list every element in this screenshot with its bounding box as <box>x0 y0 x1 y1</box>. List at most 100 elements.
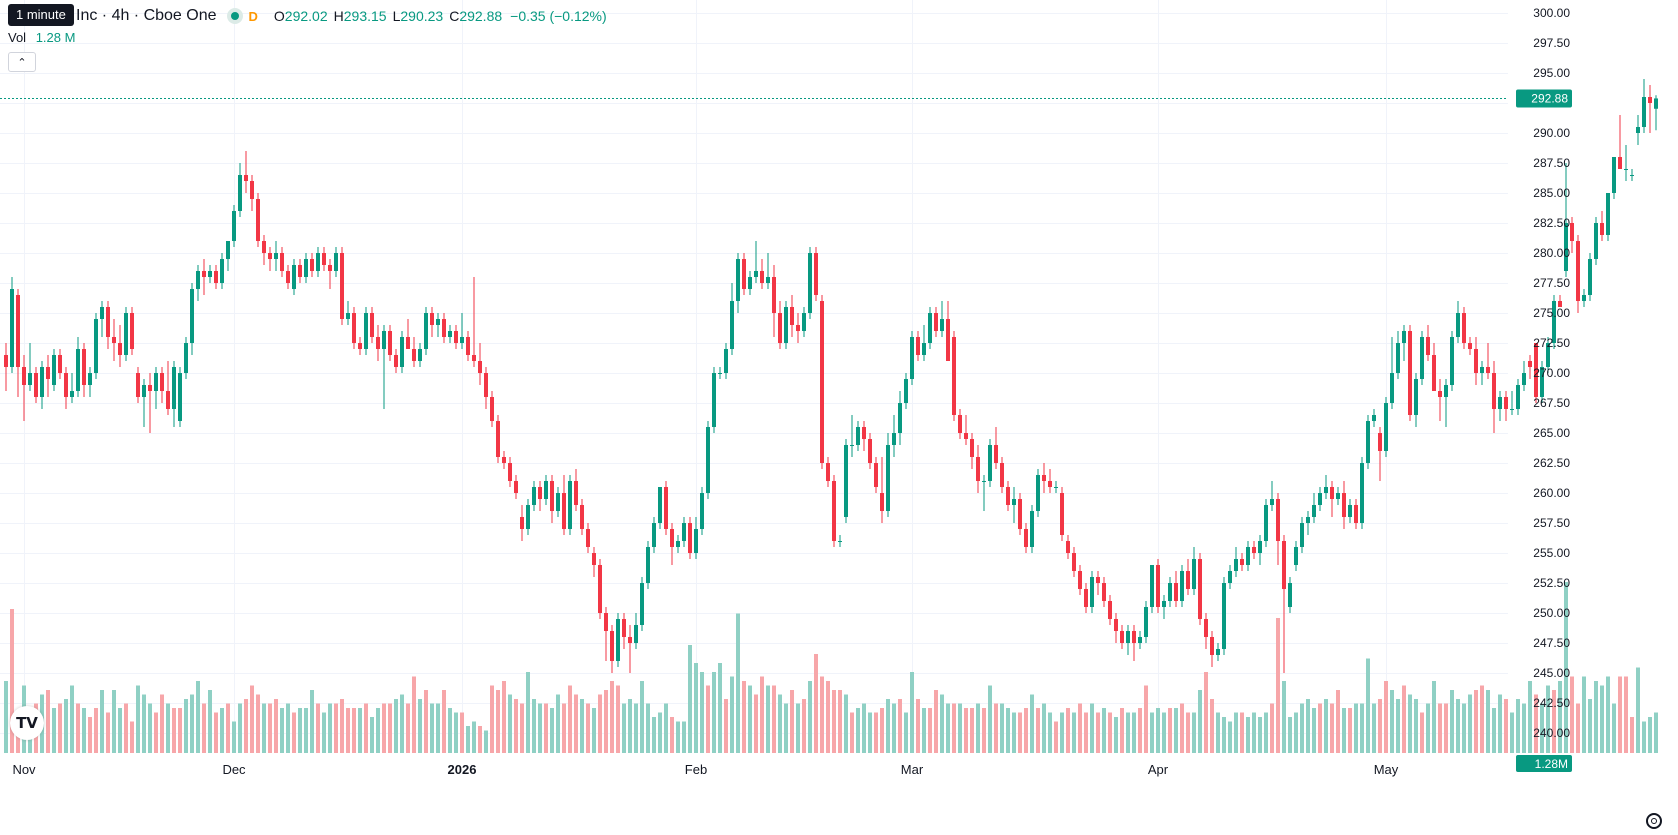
candle-body <box>970 439 974 457</box>
volume-bar <box>1240 712 1244 753</box>
candle-body <box>484 373 488 397</box>
volume-bar <box>226 703 230 753</box>
volume-bar <box>1528 681 1532 753</box>
candle-body <box>922 343 926 355</box>
collapse-legend-button[interactable]: ⌃ <box>8 52 36 72</box>
volume-bar <box>1516 699 1520 753</box>
candle-body <box>1420 337 1424 379</box>
candle-body <box>1342 493 1346 517</box>
time-axis[interactable]: Nov Dec 2026 Feb Mar Apr May <box>12 762 1398 777</box>
price-axis[interactable]: 300.00297.50295.00292.50290.00287.50285.… <box>1533 6 1570 740</box>
volume-bar <box>850 712 854 753</box>
candle-body <box>1600 223 1604 235</box>
open-label: O <box>273 8 285 24</box>
volume-bar <box>1108 712 1112 753</box>
volume-bar <box>160 694 164 753</box>
candle-body <box>634 625 638 643</box>
candle-body <box>1012 499 1016 505</box>
volume-bar <box>1348 708 1352 753</box>
time-tick-label: Nov <box>12 762 36 777</box>
volume-bar <box>1558 681 1562 753</box>
candle-body <box>1438 391 1442 397</box>
candle-body <box>310 259 314 271</box>
candle-body <box>826 463 830 481</box>
candle-body <box>916 337 920 355</box>
open-value: 292.02 <box>284 8 328 24</box>
candle-body <box>1486 367 1490 373</box>
volume-bar <box>436 703 440 753</box>
volume-bar <box>1012 712 1016 753</box>
volume-bar <box>1582 676 1586 753</box>
volume-bar <box>790 690 794 753</box>
volume-bar <box>550 708 554 753</box>
price-tick-label: 290.00 <box>1533 126 1570 140</box>
price-tick-label: 297.50 <box>1533 36 1570 50</box>
candle-body <box>1102 583 1106 601</box>
volume-bar <box>712 672 716 753</box>
candle-body <box>82 349 86 385</box>
volume-bar <box>268 703 272 753</box>
candle-body <box>952 337 956 415</box>
candle-body <box>100 307 104 319</box>
volume-bar <box>328 703 332 753</box>
volume-bar <box>1174 708 1178 753</box>
candle-body <box>1006 487 1010 505</box>
volume-bar <box>1420 712 1424 753</box>
price-tick-label: 285.00 <box>1533 186 1570 200</box>
volume-bar <box>124 703 128 753</box>
candle-body <box>382 331 386 349</box>
volume-bar <box>70 685 74 753</box>
candle-body <box>802 313 806 331</box>
candle-body <box>760 271 764 283</box>
volume-bar <box>448 708 452 753</box>
candle-body <box>490 397 494 421</box>
candle-body <box>1336 493 1340 499</box>
candle-body <box>712 373 716 427</box>
volume-bar <box>994 703 998 753</box>
candle-body <box>340 253 344 319</box>
candle-body <box>1516 385 1520 409</box>
candle-body <box>1540 367 1544 397</box>
candle-body <box>1384 403 1388 451</box>
candle-body <box>1450 337 1454 385</box>
candle-body <box>1444 385 1448 397</box>
tradingview-logo[interactable]: TV <box>10 706 44 740</box>
candle-body <box>940 319 944 331</box>
volume-bar <box>154 712 158 753</box>
candle-body <box>1060 493 1064 535</box>
volume-bar <box>616 685 620 753</box>
candle-body <box>358 343 362 349</box>
volume-bar <box>1030 694 1034 753</box>
volume-bar <box>82 708 86 753</box>
volume-bar <box>1126 712 1130 753</box>
volume-bar <box>976 703 980 753</box>
volume-bar <box>208 690 212 753</box>
candle-body <box>58 355 62 373</box>
volume-bar <box>202 703 206 753</box>
volume-bar <box>1474 690 1478 753</box>
candle-body <box>1240 559 1244 565</box>
candle-body <box>412 349 416 361</box>
candle-body <box>1642 97 1646 127</box>
candle-body <box>1492 373 1496 409</box>
volume-legend[interactable]: Vol 1.28 M <box>8 30 75 45</box>
volume-bar <box>274 699 278 753</box>
candle-body <box>316 253 320 271</box>
symbol-title[interactable]: Inc · 4h · Cboe One <box>76 7 217 24</box>
volume-bar <box>1384 681 1388 753</box>
candle-body <box>364 313 368 349</box>
candle-body <box>1564 223 1568 271</box>
volume-bar <box>88 717 92 753</box>
candle-body <box>40 367 44 397</box>
candle-body <box>838 541 842 542</box>
volume-bar <box>178 708 182 753</box>
volume-bar <box>694 663 698 753</box>
candle-body <box>88 373 92 385</box>
market-status[interactable]: D <box>226 8 258 24</box>
time-tick-label: Apr <box>1148 762 1169 777</box>
settings-gear-icon[interactable] <box>1646 813 1662 829</box>
volume-bar <box>1618 676 1622 753</box>
candle-body <box>550 481 554 511</box>
